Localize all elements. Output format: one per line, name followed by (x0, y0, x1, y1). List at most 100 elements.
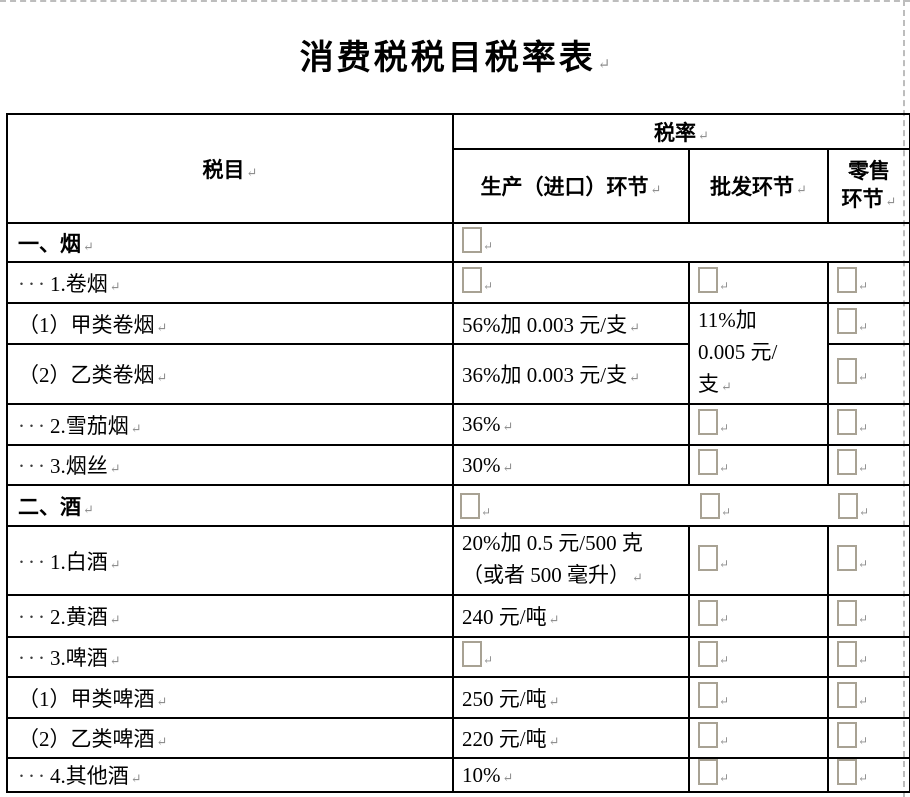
space-marks: ··· (18, 454, 48, 478)
paragraph-mark-icon: ↵ (109, 556, 121, 572)
empty-field-box[interactable] (698, 449, 718, 475)
paragraph-mark-icon: ↵ (548, 612, 560, 627)
header-production-label: 生产（进口）环节 (480, 175, 649, 199)
header-retail-label-line2: 环节 (841, 186, 884, 211)
empty-field-box[interactable] (837, 600, 857, 626)
empty-field-box[interactable] (698, 681, 718, 708)
row-label: 一、烟 (18, 231, 81, 256)
space-marks: ··· (18, 646, 48, 670)
paragraph-mark-icon: ↵ (698, 127, 709, 143)
empty-field-box[interactable] (698, 544, 718, 571)
table-row: 一、烟 ↵ ↵ (6, 222, 910, 263)
production-cell: 220 元/吨 ↵ (452, 717, 690, 759)
table-row: ···3.啤酒 ↵ ↵ ↵ ↵ (6, 636, 910, 678)
empty-field-box[interactable] (700, 492, 720, 519)
paragraph-mark-icon: ↵ (629, 370, 640, 385)
paragraph-mark-icon: ↵ (597, 57, 611, 73)
retail-cell: ↵ (827, 343, 910, 405)
production-cell: 20%加 0.5 元/500 克 （或者 500 毫升） ↵ (452, 525, 690, 596)
paragraph-mark-icon: ↵ (502, 769, 514, 785)
paragraph-mark-icon: ↵ (548, 734, 560, 749)
paragraph-mark-icon: ↵ (130, 771, 142, 786)
empty-field-box[interactable] (698, 266, 718, 293)
row-label: 二、酒 (18, 494, 81, 519)
paragraph-mark-icon: ↵ (719, 653, 730, 667)
space-marks: ··· (18, 413, 48, 438)
row-label-cell: （2）乙类卷烟 ↵ (6, 343, 454, 405)
retail-cell: ↵ (827, 676, 910, 719)
empty-field-box[interactable] (698, 408, 718, 435)
table-row: （2）乙类啤酒 ↵ 220 元/吨 ↵ ↵ ↵ (6, 717, 910, 759)
header-retail-label-line1: 零售 (848, 158, 890, 183)
empty-field-box[interactable] (838, 492, 858, 519)
row-label: （1）甲类卷烟 (18, 312, 155, 337)
wholesale-rate-line2: 0.005 元/ (698, 340, 778, 364)
paragraph-mark-icon: ↵ (481, 504, 492, 519)
row-label: 1.白酒 (49, 549, 108, 574)
row-label-cell: ···4.其他酒 ↵ (6, 757, 454, 793)
empty-field-box[interactable] (698, 722, 718, 748)
empty-field-box[interactable] (698, 760, 718, 785)
empty-field-box[interactable] (837, 358, 857, 384)
production-cell: 240 元/吨 ↵ (452, 594, 690, 638)
paragraph-mark-icon: ↵ (629, 319, 640, 335)
production-cell: 30% ↵ (452, 444, 690, 486)
wholesale-rate-line1: 11%加 (698, 308, 757, 332)
production-rate: 30% (462, 452, 501, 477)
paragraph-mark-icon: ↵ (156, 370, 168, 385)
production-rate: 220 元/吨 (462, 727, 547, 751)
page-boundary-top (0, 0, 910, 2)
row-label-cell: 二、酒 ↵ (6, 484, 454, 527)
paragraph-mark-icon: ↵ (502, 419, 514, 434)
wholesale-cell: ↵ (688, 757, 829, 793)
empty-field-box[interactable] (837, 449, 857, 475)
wholesale-cell: ↵ (688, 261, 829, 304)
retail-cell: ↵ (827, 403, 910, 446)
empty-field-box[interactable] (837, 722, 857, 748)
row-label: （1）甲类啤酒 (18, 686, 155, 711)
empty-field-box[interactable] (837, 307, 857, 334)
header-rate-label: 税率 (654, 120, 697, 145)
paragraph-mark-icon: ↵ (858, 420, 869, 435)
row-label: 2.黄酒 (49, 605, 108, 629)
table-row: （1）甲类卷烟 ↵ 56%加 0.003 元/支 ↵ 11%加 0.005 元/ 支… (6, 302, 910, 405)
empty-field-box[interactable] (837, 760, 857, 785)
table-row: ···3.烟丝 ↵ 30% ↵ ↵ ↵ (6, 444, 910, 486)
paragraph-mark-icon: ↵ (156, 693, 168, 709)
paragraph-mark-icon: ↵ (719, 612, 730, 626)
paragraph-mark-icon: ↵ (721, 504, 732, 519)
production-rate-line2: （或者 500 毫升） (462, 563, 630, 587)
paragraph-mark-icon: ↵ (83, 238, 94, 254)
row-label: 3.啤酒 (49, 646, 108, 670)
empty-field-box[interactable] (837, 266, 857, 293)
empty-field-box[interactable] (462, 266, 482, 293)
empty-field-box[interactable] (698, 600, 718, 626)
retail-cell: ↵ (827, 594, 910, 638)
paragraph-mark-icon: ↵ (719, 734, 730, 748)
paragraph-mark-icon: ↵ (719, 556, 730, 571)
retail-cell: ↵ (827, 757, 910, 793)
paragraph-mark-icon: ↵ (650, 182, 662, 197)
row-label-cell: ···1.卷烟 ↵ (6, 261, 454, 304)
table-row: （1）甲类啤酒 ↵ 250 元/吨 ↵ ↵ ↵ (6, 676, 910, 719)
empty-field-box[interactable] (837, 408, 857, 435)
header-wholesale-label: 批发环节 (710, 175, 795, 199)
empty-field-box[interactable] (837, 641, 857, 667)
empty-field-box[interactable] (837, 544, 857, 571)
empty-field-box[interactable] (462, 641, 482, 667)
paragraph-mark-icon: ↵ (246, 164, 258, 180)
empty-field-box[interactable] (460, 492, 480, 519)
paragraph-mark-icon: ↵ (859, 504, 870, 519)
empty-field-box[interactable] (698, 641, 718, 667)
empty-field-box[interactable] (837, 681, 857, 708)
header-rate-cell: 税率 ↵ (452, 113, 910, 150)
empty-field-box[interactable] (462, 226, 482, 253)
page-title: 消费税税目税率表 ↵ (0, 30, 910, 79)
row-label: 4.其他酒 (49, 764, 129, 788)
retail-cell: ↵ (827, 717, 910, 759)
retail-cell: ↵ (827, 261, 910, 304)
rate-cell: ↵ (452, 222, 910, 263)
row-label-cell: ···1.白酒 ↵ (6, 525, 454, 596)
header-item-label: 税目 (202, 157, 245, 182)
paragraph-mark-icon: ↵ (632, 570, 643, 585)
